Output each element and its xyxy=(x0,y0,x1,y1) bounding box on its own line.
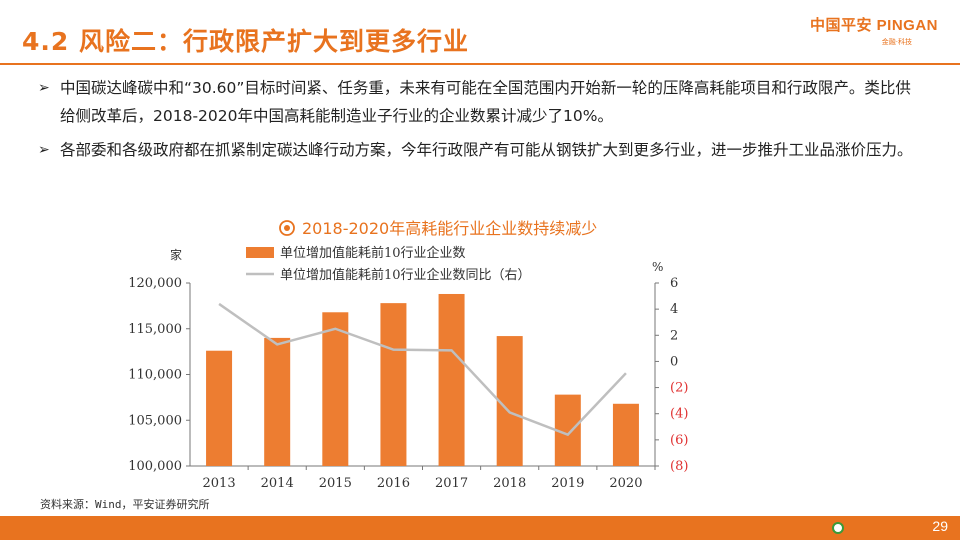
chart-title-group: 2018-2020年高耗能行业企业数持续减少 xyxy=(279,219,597,238)
legend-bar-label: 单位增加值能耗前10行业企业数 xyxy=(280,245,466,261)
source-note: 资料来源：Wind，平安证券研究所 xyxy=(40,498,210,511)
y-left-unit: 家 xyxy=(170,247,182,262)
y-left-tick-label: 110,000 xyxy=(128,368,182,383)
bar xyxy=(612,403,639,466)
target-icon xyxy=(279,220,295,236)
y-right-tick-label: (4) xyxy=(670,407,688,422)
bar xyxy=(264,337,291,466)
y-right-tick-label: (2) xyxy=(670,381,688,396)
x-tick-label: 2017 xyxy=(435,476,468,491)
x-tick-label: 2015 xyxy=(319,476,352,491)
y-left-tick-label: 120,000 xyxy=(128,276,182,291)
header-divider xyxy=(0,63,960,65)
page-number: 29 xyxy=(932,518,948,534)
bar xyxy=(438,293,465,466)
legend-line-label: 单位增加值能耗前10行业企业数同比（右） xyxy=(280,267,531,283)
arrow-bullet-icon: ➢ xyxy=(38,80,50,96)
bar xyxy=(206,350,233,466)
logo-text: 中国平安 PINGAN xyxy=(809,17,938,34)
x-tick-label: 2014 xyxy=(261,476,294,491)
y-right-tick-label: (8) xyxy=(670,459,688,474)
arrow-bullet-icon: ➢ xyxy=(38,142,50,158)
y-left-tick-label: 105,000 xyxy=(128,413,182,428)
y-right-tick-label: 2 xyxy=(670,328,678,343)
y-right-tick-label: (6) xyxy=(670,433,688,448)
x-tick-label: 2019 xyxy=(551,476,584,491)
bullet-list: ➢ 中国碳达峰碳中和“30.60”目标时间紧、任务重，未来有可能在全国范围内开始… xyxy=(38,74,918,170)
x-tick-label: 2018 xyxy=(493,476,526,491)
pingan-mark-icon xyxy=(832,522,844,534)
bar xyxy=(496,336,523,466)
y-left-tick-label: 115,000 xyxy=(128,322,182,337)
chart-title: 2018-2020年高耗能行业企业数持续减少 xyxy=(302,219,597,238)
page-title: 4.2 风险二：行政限产扩大到更多行业 xyxy=(22,27,469,56)
x-tick-label: 2016 xyxy=(377,476,410,491)
bullet-text: 中国碳达峰碳中和“30.60”目标时间紧、任务重，未来有可能在全国范围内开始新一… xyxy=(60,79,911,125)
y-left-tick-label: 100,000 xyxy=(128,459,182,474)
y-right-tick-label: 6 xyxy=(670,276,678,291)
footer-bar: 29 xyxy=(0,516,960,540)
bullet-item: ➢ 各部委和各级政府都在抓紧制定碳达峰行动方案，今年行政限产有可能从钢铁扩大到更… xyxy=(38,136,918,164)
brand-logo: 中国平安 PINGAN 金融·科技 xyxy=(810,14,938,47)
legend: 单位增加值能耗前10行业企业数 单位增加值能耗前10行业企业数同比（右） xyxy=(246,245,531,283)
bullet-item: ➢ 中国碳达峰碳中和“30.60”目标时间紧、任务重，未来有可能在全国范围内开始… xyxy=(38,74,918,130)
y-right-unit: % xyxy=(652,260,663,274)
y-right-tick-label: 0 xyxy=(670,354,678,369)
legend-bar-swatch xyxy=(246,247,274,258)
plot-area: 100,000 105,000 110,000 115,000 120,000 (8) (6… xyxy=(128,276,688,491)
bar xyxy=(380,303,407,466)
y-right-tick-label: 4 xyxy=(670,302,678,317)
bullet-text: 各部委和各级政府都在抓紧制定碳达峰行动方案，今年行政限产有可能从钢铁扩大到更多行… xyxy=(60,141,913,159)
x-tick-label: 2013 xyxy=(203,476,236,491)
yoy-line xyxy=(218,302,627,437)
bar xyxy=(322,312,349,466)
logo-subtext: 金融·科技 xyxy=(881,38,912,46)
x-tick-label: 2020 xyxy=(609,476,642,491)
bar xyxy=(554,394,581,466)
target-icon-dot xyxy=(284,225,290,231)
